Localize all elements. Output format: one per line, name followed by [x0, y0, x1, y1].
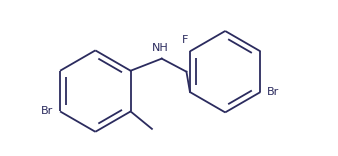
Text: Br: Br [267, 87, 280, 97]
Text: Br: Br [41, 106, 53, 116]
Text: F: F [182, 35, 188, 45]
Text: NH: NH [151, 43, 168, 53]
